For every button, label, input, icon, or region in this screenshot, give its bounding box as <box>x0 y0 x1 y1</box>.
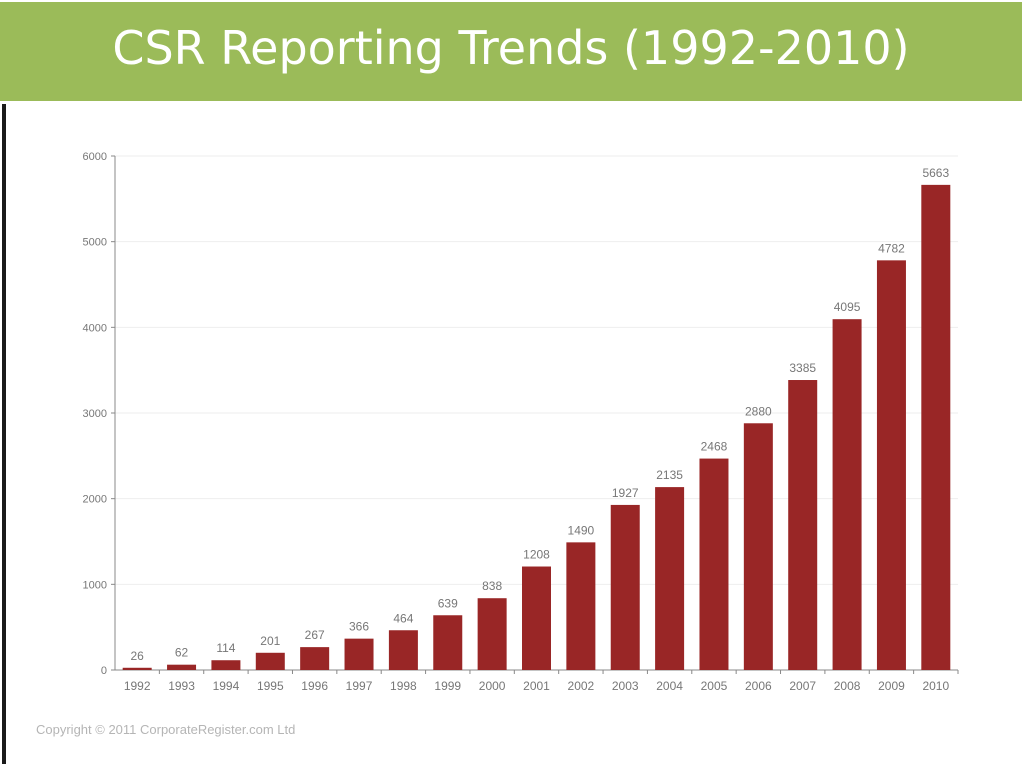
x-tick-label: 2003 <box>612 679 639 693</box>
x-tick-label: 1996 <box>301 679 328 693</box>
x-tick-label: 2001 <box>523 679 550 693</box>
bar-value-label: 26 <box>131 649 145 663</box>
x-tick-label: 2006 <box>745 679 772 693</box>
x-tick-label: 1997 <box>346 679 373 693</box>
bar <box>255 652 285 670</box>
bar-value-label: 639 <box>438 596 458 610</box>
bar-value-label: 2880 <box>745 404 772 418</box>
bar <box>655 487 685 670</box>
x-tick-label: 2007 <box>789 679 816 693</box>
bar <box>699 458 729 670</box>
x-tick-label: 2000 <box>479 679 506 693</box>
bar <box>743 423 773 670</box>
left-border-line <box>2 104 6 764</box>
bar <box>876 260 906 670</box>
y-tick-label: 4000 <box>83 322 107 334</box>
x-tick-label: 1994 <box>213 679 240 693</box>
bar-value-label: 3385 <box>789 361 816 375</box>
bar <box>167 664 197 670</box>
x-tick-label: 2010 <box>922 679 949 693</box>
y-tick-label: 3000 <box>83 408 107 420</box>
x-tick-label: 2004 <box>656 679 683 693</box>
bar <box>477 598 507 670</box>
bar-value-label: 1208 <box>523 548 550 562</box>
y-tick-label: 0 <box>101 665 107 677</box>
bar <box>610 504 640 670</box>
x-tick-label: 1995 <box>257 679 284 693</box>
x-tick-label: 1998 <box>390 679 417 693</box>
bar <box>788 380 818 670</box>
bar <box>211 660 241 670</box>
x-tick-label: 1999 <box>434 679 461 693</box>
bar <box>566 542 596 670</box>
bar-value-label: 267 <box>305 628 325 642</box>
x-tick-label: 1993 <box>168 679 195 693</box>
bar-value-label: 5663 <box>922 166 949 180</box>
y-tick-label: 5000 <box>83 237 107 249</box>
bar <box>522 566 551 670</box>
bar-value-label: 201 <box>260 634 280 648</box>
bar <box>388 630 418 670</box>
bar-value-label: 2468 <box>701 440 728 454</box>
y-tick-label: 1000 <box>83 579 107 591</box>
copyright-notice: Copyright © 2011 CorporateRegister.com L… <box>36 722 296 737</box>
slide-title: CSR Reporting Trends (1992-2010) <box>112 21 910 75</box>
bar <box>344 638 374 670</box>
bar-value-label: 838 <box>482 579 502 593</box>
bar-value-label: 62 <box>175 646 189 660</box>
bar <box>921 184 951 670</box>
bar-value-label: 1927 <box>612 486 639 500</box>
bar-value-label: 2135 <box>656 468 683 482</box>
bar-value-label: 1490 <box>568 523 595 537</box>
bar-value-label: 114 <box>216 641 235 655</box>
x-tick-label: 1992 <box>124 679 151 693</box>
y-tick-label: 6000 <box>83 151 107 163</box>
y-tick-label: 2000 <box>83 494 107 506</box>
title-bar: CSR Reporting Trends (1992-2010) <box>0 2 1022 101</box>
bar-value-label: 4095 <box>834 300 861 314</box>
bar <box>300 647 330 670</box>
bar-value-label: 4782 <box>878 241 905 255</box>
x-tick-label: 2005 <box>701 679 728 693</box>
x-tick-label: 2002 <box>568 679 595 693</box>
x-tick-label: 2008 <box>834 679 861 693</box>
bar-value-label: 464 <box>393 611 413 625</box>
x-tick-label: 2009 <box>878 679 905 693</box>
bar <box>433 615 463 670</box>
bar <box>122 667 152 670</box>
bar <box>832 319 862 670</box>
bar-value-label: 366 <box>349 620 369 634</box>
